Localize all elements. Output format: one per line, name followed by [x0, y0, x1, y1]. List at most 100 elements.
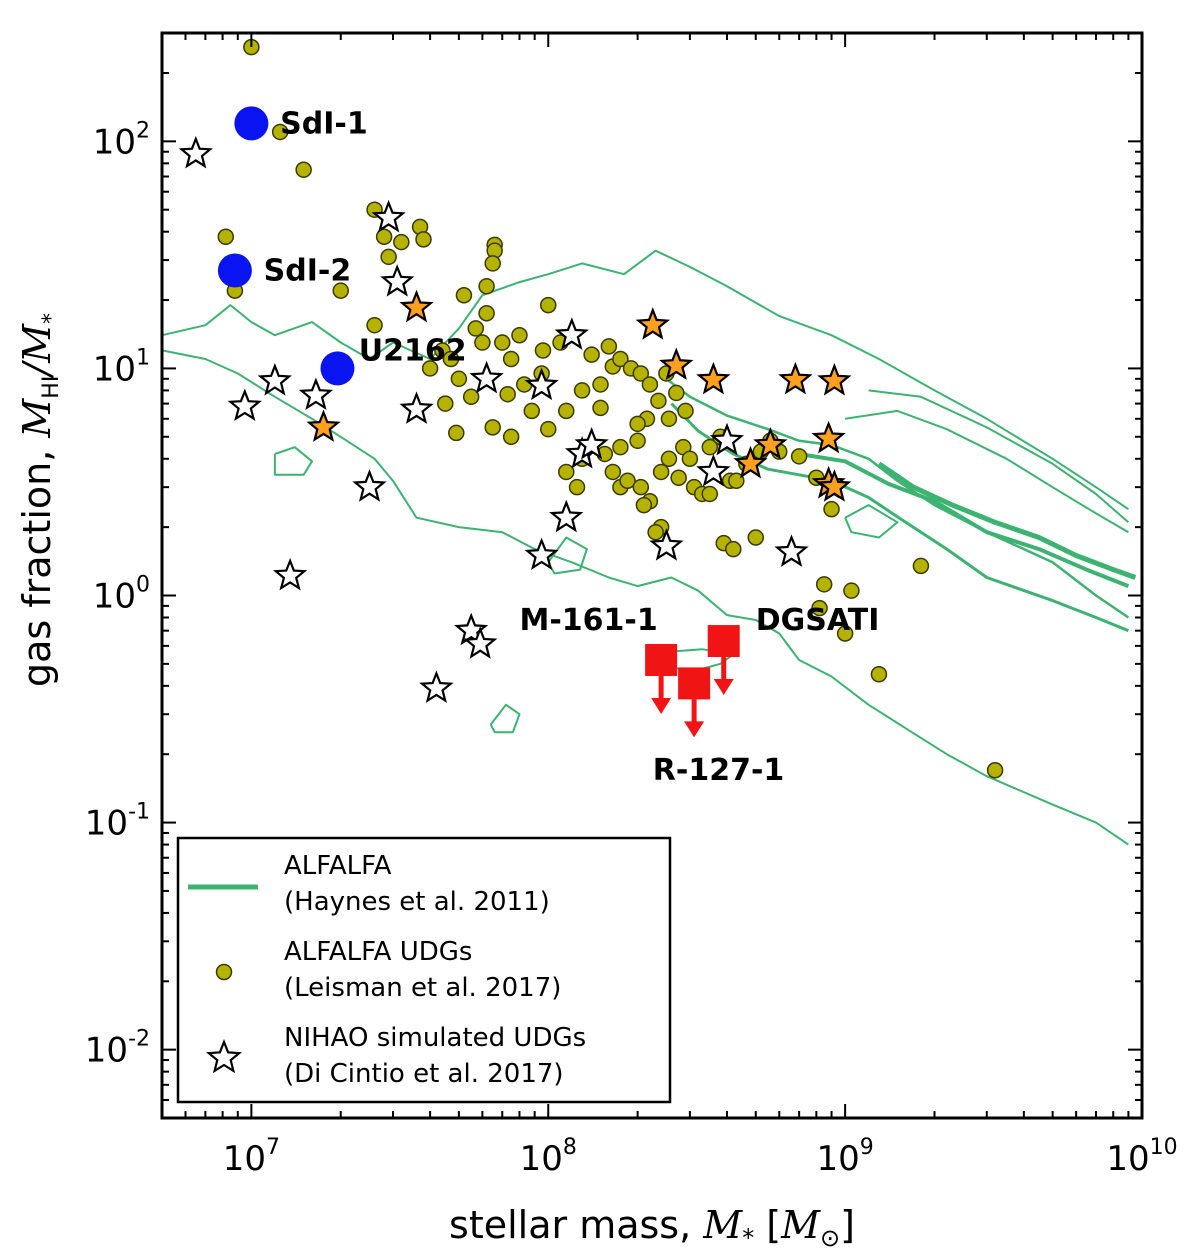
- udg-point: [986, 761, 1004, 779]
- udg-point: [677, 402, 694, 420]
- udg-point: [217, 228, 235, 246]
- udg-point: [415, 231, 432, 248]
- nihao-star: [380, 264, 415, 297]
- udg-point: [534, 342, 552, 359]
- udg-point: [583, 346, 600, 363]
- udg-point: [728, 472, 745, 490]
- udg-point: [478, 304, 495, 322]
- udg-point: [632, 478, 650, 496]
- x-tick-label: 109: [816, 1135, 873, 1179]
- nihao-star: [463, 626, 498, 659]
- udg-point: [660, 450, 678, 468]
- alfalfa-contour-12: [844, 504, 899, 539]
- legend-nihao-label: NIHAO simulated UDGs: [284, 1023, 586, 1053]
- udg-point: [747, 529, 765, 546]
- legend-frame: [176, 836, 672, 1104]
- nihao-star-highlighted: [817, 362, 852, 396]
- nihao-star: [649, 528, 684, 561]
- upper-limit-arrow-head: [651, 697, 672, 714]
- legend-udg-label: ALFALFA UDGs: [284, 937, 472, 967]
- udg-point: [612, 350, 629, 368]
- udg-point: [515, 376, 533, 393]
- nihao-star: [399, 391, 434, 424]
- x-tick-label: 1010: [1106, 1135, 1177, 1179]
- nihao-star-highlighted: [399, 289, 434, 323]
- nihao-star-highlighted: [753, 427, 788, 460]
- upper-limit-square: [645, 643, 678, 676]
- udg-point: [600, 338, 618, 355]
- annotation-label: M-161-1: [519, 603, 657, 638]
- udg-point: [568, 478, 586, 496]
- named-galaxy-point: [320, 351, 355, 386]
- legend-nihao-ref: (Di Cintio et al. 2017): [284, 1059, 564, 1089]
- udg-point: [681, 450, 699, 468]
- nihao-star: [419, 670, 454, 703]
- nihao-star-highlighted: [733, 445, 768, 479]
- udg-point: [484, 419, 501, 436]
- alfalfa-contour-4: [798, 452, 1130, 588]
- alfalfa-contour-6: [844, 409, 1129, 534]
- annotation-label: SdI-2: [264, 253, 352, 288]
- udg-point: [815, 576, 833, 593]
- x-axis-title: stellar mass, M* [M⊙]: [449, 1203, 855, 1252]
- udg-point: [380, 248, 397, 266]
- plot-frame: [160, 31, 1144, 1120]
- nihao-star: [469, 360, 504, 394]
- contour-layer: [161, 249, 1137, 846]
- y-axis-title: gas fraction, MHI/M*: [15, 313, 64, 687]
- udg-point: [870, 665, 888, 683]
- udg-point: [539, 420, 557, 438]
- legend: ALFALFA (Haynes et al. 2011) ALFALFA UDG…: [176, 836, 672, 1104]
- udg-point: [604, 463, 622, 481]
- udg-point: [592, 399, 609, 417]
- nihao-star: [454, 612, 489, 646]
- udg-point: [652, 463, 670, 481]
- nihao-star-highlighted: [817, 469, 852, 502]
- udg-point: [650, 392, 667, 410]
- upper-limit-layer: [645, 625, 740, 738]
- udg-point: [393, 233, 410, 251]
- annotation-label: R-127-1: [653, 753, 785, 788]
- y-tick-label: 100: [93, 572, 150, 616]
- udg-point: [701, 485, 719, 503]
- udg-point: [670, 469, 687, 487]
- udg-point: [462, 388, 480, 406]
- udg-point: [499, 385, 516, 403]
- udg-point: [647, 523, 664, 541]
- udg-point: [271, 123, 289, 141]
- udg-point: [811, 599, 828, 617]
- nihao-star-highlighted: [778, 361, 813, 395]
- nihao-star: [554, 317, 589, 350]
- nihao-star: [549, 499, 584, 533]
- alfalfa-contour-0: [161, 249, 1129, 511]
- nihao-star: [272, 557, 308, 591]
- udg-point: [523, 402, 541, 420]
- nihao-star: [298, 377, 334, 411]
- alfalfa-contour-9: [489, 703, 521, 734]
- udg-point: [641, 376, 659, 393]
- annotation-label: DGSATI: [756, 603, 880, 638]
- alfalfa-contour-5: [877, 461, 1137, 580]
- udg-point: [295, 161, 312, 178]
- udg-point: [725, 540, 742, 558]
- nihao-star-highlighted: [306, 409, 341, 442]
- udg-point: [437, 395, 454, 412]
- nihao-star-highlighted: [659, 347, 694, 381]
- x-tick-label: 108: [520, 1135, 577, 1179]
- tick-layer: 107 108 109 1010 102 101 100 10-1 10-2: [85, 32, 1178, 1179]
- upper-limit-square: [678, 667, 711, 700]
- udg-point: [668, 384, 685, 402]
- nihao-star: [178, 135, 213, 169]
- udg-point: [421, 360, 439, 377]
- udg-point: [632, 365, 650, 382]
- udg-point: [502, 428, 520, 446]
- udg-point: [701, 438, 719, 456]
- nihao-star-highlighted: [635, 307, 670, 340]
- udg-point: [558, 463, 575, 481]
- udg-point: [558, 402, 575, 420]
- nihao-star-highlighted: [811, 420, 846, 454]
- udg-point: [474, 334, 491, 351]
- udg-point: [366, 316, 383, 334]
- nihao-star: [524, 537, 559, 571]
- udg-point: [629, 432, 646, 450]
